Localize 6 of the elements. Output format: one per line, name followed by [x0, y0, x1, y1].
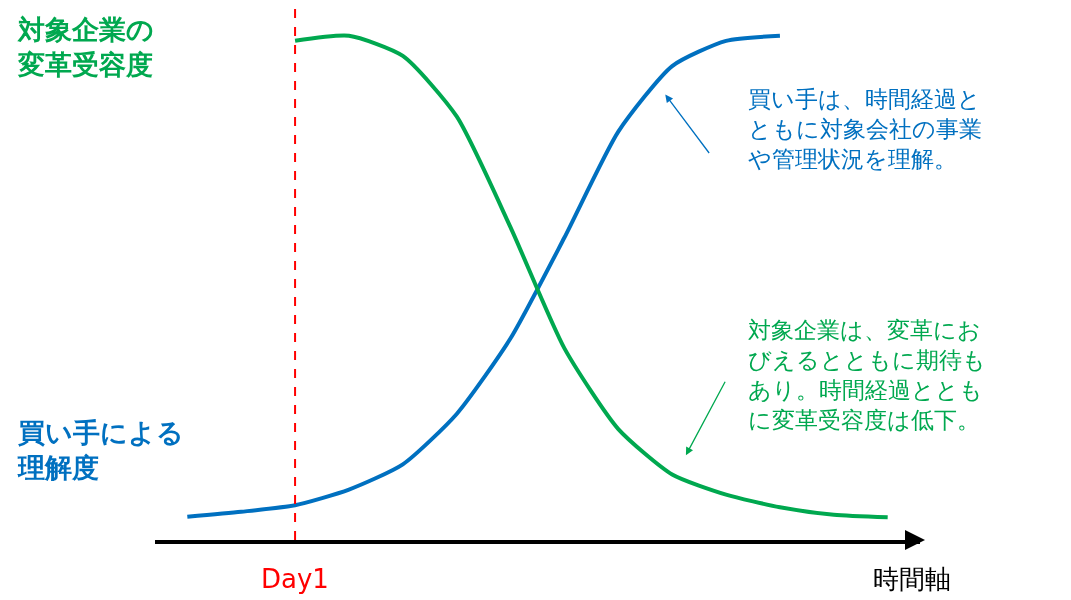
text: Day1: [261, 564, 329, 594]
text: 対象企業の変革受容度: [18, 13, 155, 83]
x-axis-title: 時間軸: [873, 564, 951, 594]
series-label: 買い手による理解度: [18, 416, 185, 486]
annotation: 買い手は、時間経過とともに対象会社の事業や管理状況を理解。: [748, 85, 983, 174]
annotation: 対象企業は、変革におびえるとともに期待もあり。時間経過とともに変革受容度は低下。: [748, 316, 987, 435]
